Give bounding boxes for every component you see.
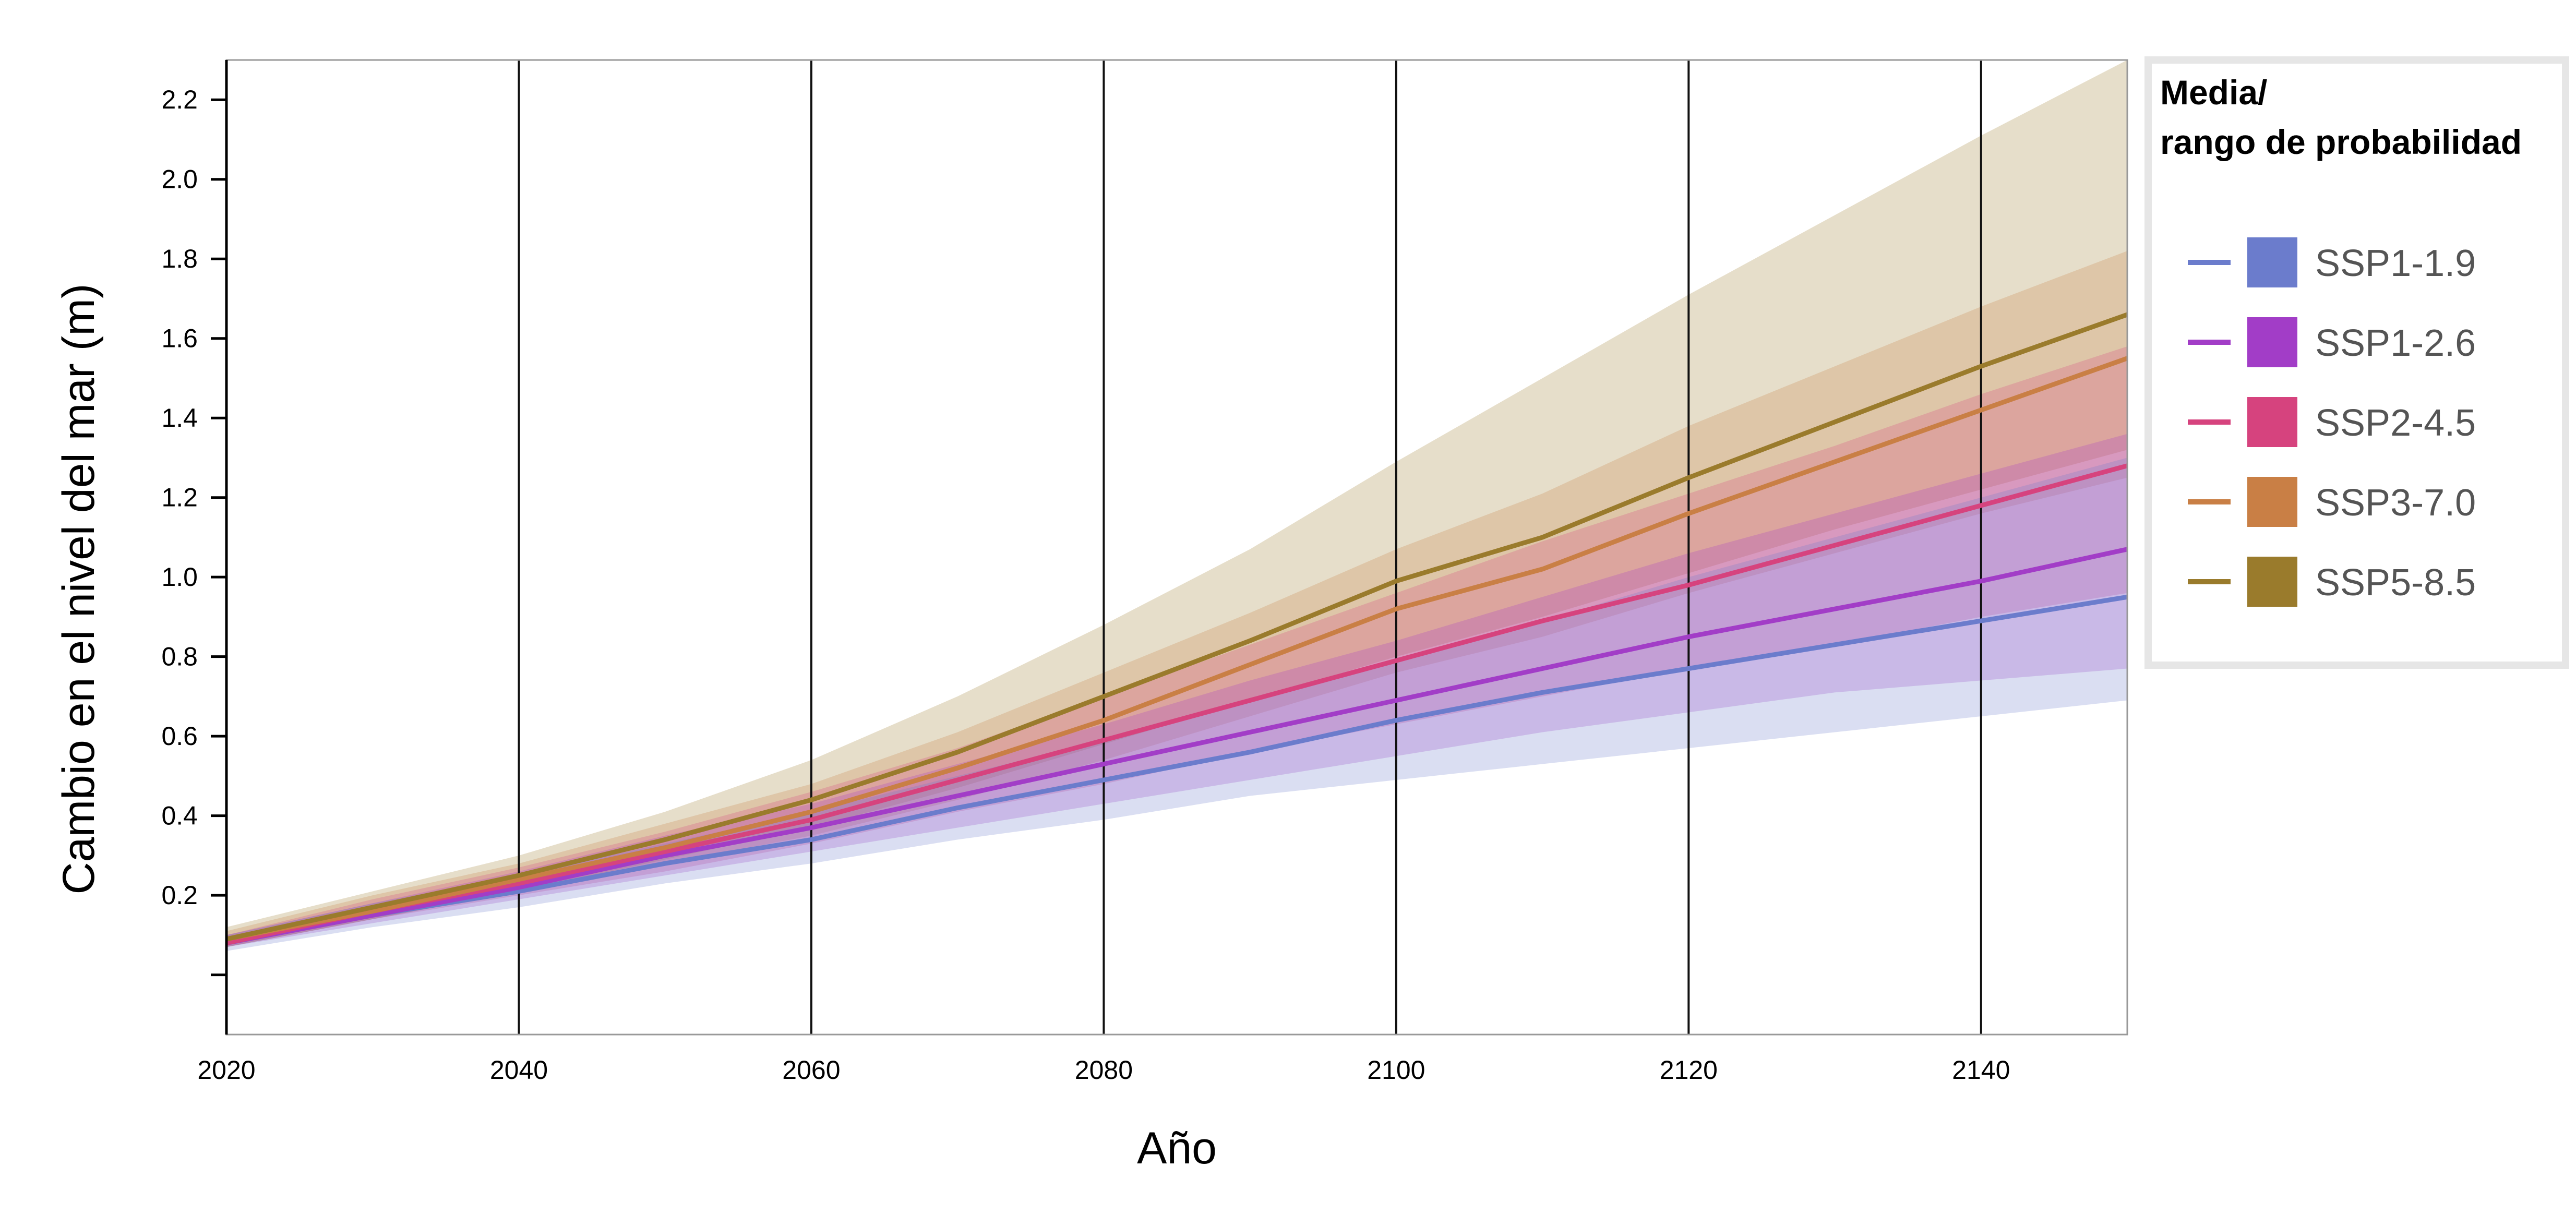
x-tick-label: 2020 <box>197 1055 255 1085</box>
likely-range-band <box>226 60 2127 947</box>
mean-line <box>226 594 2128 946</box>
legend: Media/ rango de probabilidad SSP1-1.9SSP… <box>2144 56 2569 669</box>
x-tick-label: 2100 <box>1367 1055 1425 1085</box>
mean-line <box>226 356 2128 942</box>
y-tick-label: 0.2 <box>161 881 198 910</box>
y-axis-ticks: 0.2 0.4 0.6 0.8 1.0 1.2 1.4 1.6 1.8 2.0 2.2 <box>161 85 226 977</box>
likely-range-bands <box>226 60 2127 951</box>
legend-label: SSP2-4.5 <box>2315 402 2476 444</box>
y-tick-label: 2.2 <box>161 85 198 114</box>
legend-label: SSP1-2.6 <box>2315 322 2476 364</box>
legend-title-line-2: rango de probabilidad <box>2160 123 2522 161</box>
x-axis-title: Año <box>1137 1123 1217 1173</box>
legend-title-line-1: Media/ <box>2160 73 2267 112</box>
x-tick-label: 2080 <box>1075 1055 1133 1085</box>
y-tick-label: 0.6 <box>161 722 198 751</box>
x-tick-label: 2140 <box>1952 1055 2010 1085</box>
y-axis-title: Cambio en el nivel del mar (m) <box>54 284 104 895</box>
y-tick-label: 1.2 <box>161 483 198 512</box>
x-tick-label: 2040 <box>490 1055 548 1085</box>
mean-line <box>226 547 2128 946</box>
x-axis-ticks: 2020 2040 2060 2080 2100 2120 2140 <box>197 1055 2010 1085</box>
legend-box-swatch <box>2247 477 2297 527</box>
legend-label: SSP5-8.5 <box>2315 562 2476 604</box>
legend-box <box>2144 56 2569 669</box>
legend-box-swatch <box>2247 397 2297 447</box>
legend-box-swatch <box>2247 557 2297 607</box>
x-tick-label: 2060 <box>782 1055 840 1085</box>
legend-items: SSP1-1.9 SSP1-2.6 SSP2-4.5 SSP3-7.0 SSP5-8.5 <box>2188 237 2476 607</box>
y-tick-label: 1.4 <box>161 403 198 432</box>
legend-label: SSP1-1.9 <box>2315 243 2476 284</box>
y-tick-label: 0.8 <box>161 642 198 671</box>
likely-range-band <box>226 346 2127 947</box>
legend-box-swatch <box>2247 237 2297 287</box>
mean-line <box>226 312 2128 942</box>
y-tick-label: 1.6 <box>161 324 198 353</box>
mean-lines <box>226 312 2128 946</box>
mean-line <box>226 463 2128 945</box>
y-tick-label: 1.0 <box>161 562 198 592</box>
legend-label: SSP3-7.0 <box>2315 482 2476 524</box>
x-tick-label: 2120 <box>1660 1055 1718 1085</box>
legend-box-swatch <box>2247 317 2297 367</box>
y-tick-label: 1.8 <box>161 244 198 273</box>
y-tick-label: 2.0 <box>161 165 198 194</box>
y-tick-label: 0.4 <box>161 801 198 831</box>
vertical-gridlines <box>518 60 1982 1035</box>
